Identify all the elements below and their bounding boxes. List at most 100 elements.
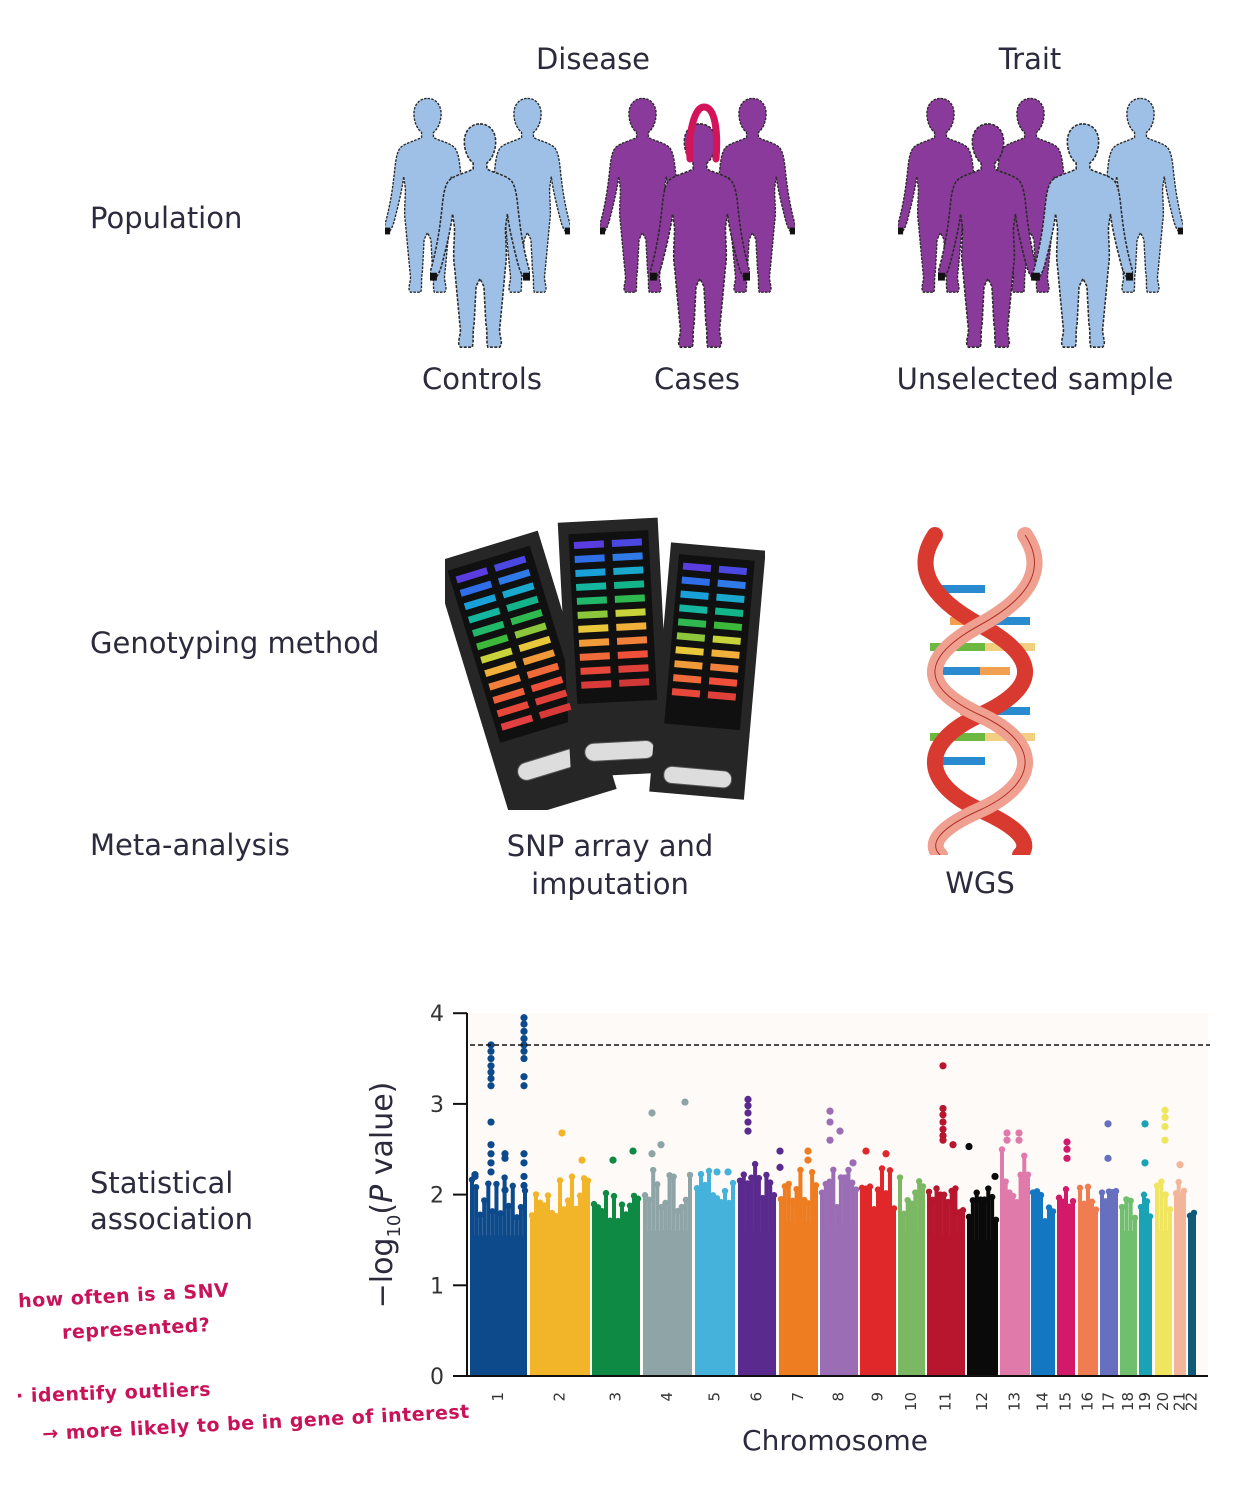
cases-group	[598, 95, 803, 355]
outlier-point	[744, 1127, 752, 1135]
x-tick-label: 12	[973, 1392, 991, 1411]
x-tick-label: 2	[551, 1392, 569, 1402]
outlier-point	[648, 1150, 656, 1158]
outlier-point	[1015, 1136, 1023, 1144]
x-tick-label: 19	[1136, 1392, 1154, 1411]
outlier-point	[487, 1159, 495, 1167]
dna-helix-icon	[905, 525, 1055, 863]
x-tick-label: 16	[1079, 1392, 1097, 1411]
x-tick-label: 1	[489, 1392, 507, 1402]
outlier-point	[609, 1156, 617, 1164]
chromosome-bar-20	[1155, 1230, 1172, 1376]
outlier-point	[804, 1156, 812, 1164]
outlier-point	[776, 1163, 784, 1171]
outlier-point	[520, 1041, 528, 1049]
chromosome-bar-1	[470, 1235, 527, 1376]
outlier-point	[1063, 1154, 1071, 1162]
chromosome-bar-21	[1174, 1230, 1186, 1376]
outlier-point	[520, 1073, 528, 1081]
outlier-point	[804, 1147, 812, 1155]
outlier-point	[487, 1041, 495, 1049]
trait-title: Trait	[998, 42, 1062, 76]
outlier-point	[965, 1142, 973, 1151]
x-tick-label: 5	[706, 1392, 724, 1402]
outlier-point	[882, 1150, 890, 1158]
outlier-point	[939, 1136, 947, 1144]
x-axis-label: Chromosome	[742, 1424, 928, 1457]
outlier-point	[487, 1054, 495, 1063]
outlier-point	[487, 1068, 495, 1076]
x-tick-label: 22	[1183, 1392, 1201, 1411]
y-tick-label: 3	[430, 1093, 444, 1118]
outlier-point	[1003, 1129, 1011, 1137]
outlier-point	[487, 1074, 495, 1083]
outlier-point	[744, 1102, 752, 1110]
outlier-point	[939, 1132, 947, 1140]
outlier-point	[776, 1147, 784, 1155]
handwritten-note-line-4: → more likely to be in gene of interest	[41, 1400, 471, 1446]
outlier-point	[939, 1125, 947, 1133]
outlier-point	[1141, 1120, 1149, 1128]
x-tick-label: 20	[1154, 1392, 1172, 1411]
outlier-point	[520, 1181, 528, 1190]
chromosome-bar-2	[530, 1235, 590, 1376]
outlier-point	[949, 1141, 957, 1149]
controls-group	[385, 95, 585, 355]
y-tick-label: 1	[430, 1274, 444, 1299]
chromosome-bar-12	[967, 1239, 998, 1376]
x-tick-label: 21	[1171, 1392, 1189, 1411]
x-tick-label: 11	[937, 1392, 955, 1411]
snp-array-label: SNP array and imputation	[470, 828, 750, 903]
outlier-point	[1015, 1129, 1023, 1137]
chromosome-bar-22	[1188, 1239, 1196, 1376]
outlier-point	[520, 1027, 528, 1035]
outlier-point	[744, 1109, 752, 1117]
unselected-sample-label: Unselected sample	[896, 362, 1174, 396]
outlier-point	[520, 1054, 528, 1063]
chromosome-bar-3	[592, 1235, 640, 1376]
outlier-point	[991, 1172, 999, 1181]
row-label-statistical-association: Statistical association	[90, 1165, 253, 1238]
row-label-genotyping-method: Genotyping method	[90, 626, 380, 660]
outlier-point	[487, 1168, 495, 1176]
outlier-point	[1063, 1145, 1071, 1153]
chromosome-bar-7	[779, 1221, 818, 1376]
chromosome-bar-10	[898, 1230, 925, 1376]
row-label-line-1: Statistical	[90, 1166, 234, 1200]
outlier-point	[826, 1107, 834, 1115]
chromosome-bar-9	[860, 1230, 896, 1376]
x-tick-label: 9	[869, 1392, 887, 1402]
x-tick-label: 10	[902, 1392, 920, 1411]
outlier-point	[487, 1141, 495, 1149]
unselected-sample-group	[893, 95, 1193, 355]
row-label-line-2: association	[90, 1202, 254, 1237]
outlier-point	[1104, 1120, 1112, 1128]
snp-array-label-line-2: imputation	[531, 866, 689, 901]
chromosome-bar-17	[1100, 1230, 1118, 1376]
wgs-label: WGS	[945, 866, 1015, 900]
y-tick-label: 0	[430, 1365, 444, 1390]
x-tick-label: 7	[789, 1392, 807, 1402]
outlier-point	[836, 1127, 844, 1135]
outlier-point	[1003, 1136, 1011, 1144]
x-tick-label: 4	[658, 1392, 676, 1402]
outlier-point	[501, 1150, 509, 1158]
y-tick-label: 2	[430, 1184, 444, 1209]
x-tick-label: 8	[830, 1392, 848, 1402]
outlier-point	[681, 1098, 689, 1106]
chromosome-bar-18	[1120, 1230, 1137, 1376]
hand-drawn-hair-annotation	[686, 103, 721, 163]
controls-label: Controls	[422, 362, 542, 396]
controls-person-icons	[385, 97, 570, 348]
snp-array-label-line-1: SNP array and	[506, 829, 714, 863]
chromosome-bar-15	[1057, 1230, 1075, 1376]
outlier-point	[520, 1014, 528, 1022]
outlier-point	[939, 1118, 947, 1126]
outlier-point	[1063, 1138, 1071, 1146]
outlier-point	[648, 1109, 656, 1117]
outlier-point	[826, 1118, 834, 1126]
outlier-point	[471, 1172, 479, 1181]
outlier-point	[1161, 1113, 1169, 1122]
outlier-point	[487, 1082, 495, 1090]
chromosome-bar-6	[738, 1230, 776, 1376]
